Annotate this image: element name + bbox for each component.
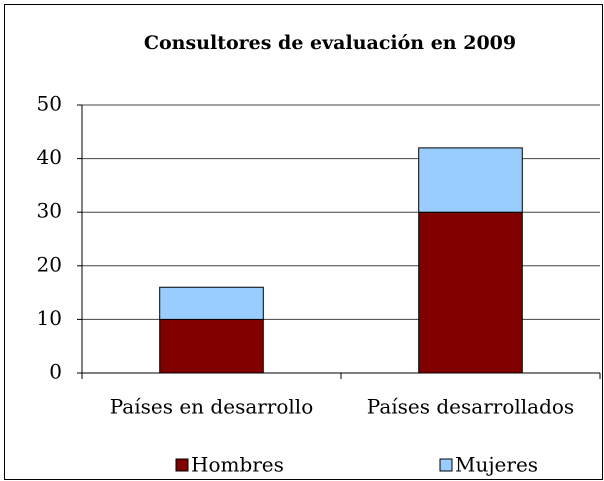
bar-segment [418, 211, 523, 374]
chart-title: Consultores de evaluación en 2009 [144, 32, 516, 54]
y-tick-label: 40 [37, 145, 62, 169]
legend-label: Hombres [191, 453, 284, 477]
bar-segment [159, 286, 264, 320]
y-tick-label: 50 [37, 92, 62, 116]
legend-swatch [175, 458, 189, 472]
x-tick-label: Países desarrollados [367, 395, 574, 419]
bar-segment [159, 318, 264, 374]
x-tick-label: Países en desarrollo [110, 395, 314, 419]
legend-label: Mujeres [455, 453, 538, 477]
y-tick-label: 30 [37, 199, 62, 223]
bar-segment [418, 147, 523, 213]
y-tick-label: 20 [37, 252, 62, 276]
y-tick-label: 10 [37, 306, 62, 330]
y-tick-label: 0 [49, 360, 62, 384]
legend-swatch [439, 458, 453, 472]
